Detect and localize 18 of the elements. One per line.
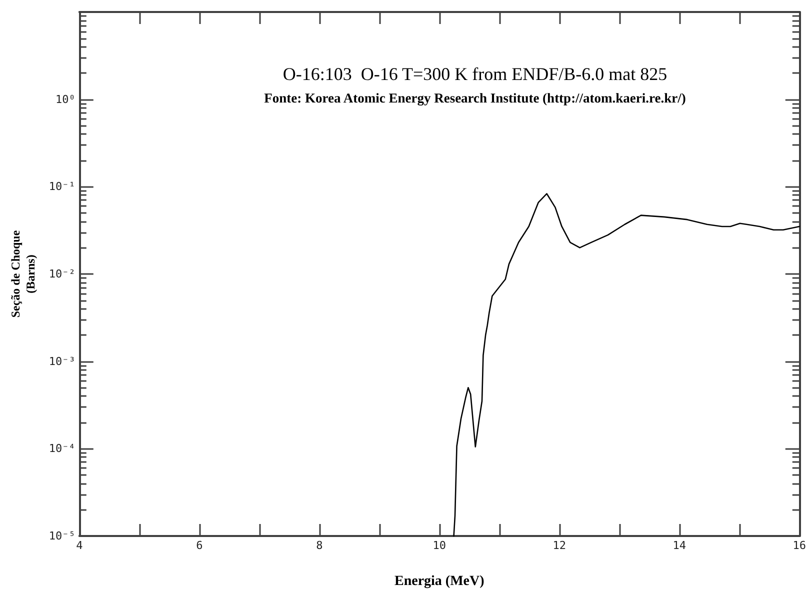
x-tick-label: 10: [432, 539, 446, 552]
x-tick-label: 8: [316, 539, 323, 552]
y-tick-label: 10⁻⁵: [48, 530, 76, 542]
y-tick-label: 10⁻²: [48, 268, 76, 280]
x-tick-label: 14: [672, 539, 686, 552]
y-tick-label: 10⁻¹: [48, 180, 76, 194]
annotation: Fonte: Korea Atomic Energy Research Institute (http://atom.kaeri.re.kr/): [264, 90, 686, 106]
text: O-16:103 O-16 T=300 K from ENDF/B-6.0 mat 825: [282, 64, 668, 84]
x-tick-label: 4: [76, 539, 84, 552]
x-tick-label: 6: [196, 539, 203, 552]
x-tick-label: 16: [792, 539, 806, 552]
y-tick-label: 10⁰: [56, 92, 76, 106]
x-axis-title: Energia (MeV): [394, 574, 485, 589]
y-axis-title: Seção de Choque (Barns): [8, 230, 38, 318]
x-tick-label: 12: [552, 539, 566, 552]
line-series: [453, 193, 800, 537]
y-tick-label: 10⁻⁴: [48, 442, 76, 456]
y-tick-label: 10⁻³: [48, 354, 76, 368]
